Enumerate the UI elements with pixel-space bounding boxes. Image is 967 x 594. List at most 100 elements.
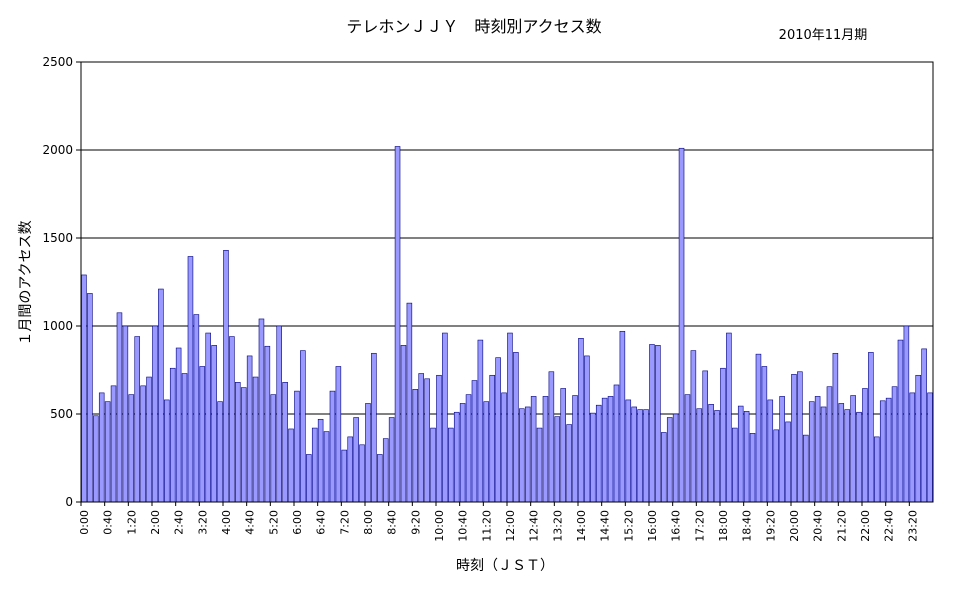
y-axis-label: １月間のアクセス数 [18, 220, 34, 345]
bar [406, 302, 413, 503]
bar [708, 404, 714, 503]
bar [868, 352, 874, 503]
x-tick-label: 21:20 [835, 510, 848, 542]
bar [122, 325, 129, 503]
bar [448, 427, 454, 503]
bar [264, 345, 271, 503]
bar [554, 416, 561, 503]
bar [643, 409, 649, 503]
bar [110, 385, 117, 503]
x-tick-label: 12:00 [504, 510, 517, 542]
bar [672, 413, 679, 503]
x-tick-label: 20:00 [788, 510, 801, 542]
bar [619, 330, 626, 503]
bar [365, 403, 371, 503]
x-tick-label: 22:40 [883, 510, 896, 542]
bar [169, 367, 176, 503]
x-tick-label: 2:00 [149, 510, 162, 535]
bar [93, 415, 99, 503]
bar [371, 352, 377, 503]
bar [477, 339, 484, 503]
bar [530, 396, 537, 503]
bar [797, 371, 803, 503]
bar [311, 427, 318, 503]
bar [158, 288, 164, 503]
bar [270, 394, 277, 503]
bar [394, 146, 401, 503]
y-tick-label: 500 [50, 407, 73, 421]
bar [607, 396, 614, 503]
bar [258, 318, 265, 503]
y-tick-label: 2500 [42, 55, 73, 69]
bar [826, 386, 833, 503]
bar [921, 348, 927, 503]
bar [891, 386, 898, 503]
x-tick-label: 14:00 [575, 510, 588, 542]
bar [483, 401, 490, 503]
bar [625, 399, 632, 503]
x-tick-label: 18:00 [717, 510, 730, 542]
bar [116, 312, 123, 503]
x-tick-label: 22:00 [859, 510, 872, 542]
bar [655, 345, 661, 503]
bar [808, 401, 815, 503]
bar [87, 293, 93, 503]
bar [341, 449, 348, 503]
bar [442, 332, 448, 503]
bar [353, 417, 359, 503]
bar [749, 433, 756, 503]
bar [459, 403, 466, 503]
bar [524, 406, 531, 503]
bar [146, 376, 152, 503]
bar [317, 418, 324, 503]
bar [885, 397, 892, 503]
x-tick-label: 13:20 [551, 510, 564, 542]
bar [187, 256, 194, 503]
bar [81, 274, 87, 503]
bar [128, 394, 135, 503]
bar [832, 352, 839, 503]
x-tick-label: 9:20 [409, 510, 422, 535]
bar [696, 408, 703, 503]
x-tick-label: 23:20 [906, 510, 919, 542]
bar [252, 376, 259, 503]
bar [844, 409, 850, 503]
bar [590, 412, 596, 503]
bar [471, 380, 478, 503]
bar [548, 371, 555, 503]
x-tick-label: 4:00 [220, 510, 233, 535]
bar [489, 374, 495, 503]
bar [388, 417, 395, 503]
bar [779, 396, 785, 503]
bar [211, 345, 217, 503]
bar [791, 374, 797, 503]
bar [465, 394, 472, 503]
bar [501, 392, 507, 503]
bar [98, 392, 105, 503]
bar [803, 434, 809, 503]
bar [323, 431, 330, 503]
x-tick-label: 15:20 [622, 510, 635, 542]
bar [453, 411, 460, 503]
bar [838, 403, 845, 503]
x-tick-label: 7:20 [338, 510, 351, 535]
x-tick-label: 18:40 [741, 510, 754, 542]
bar [702, 370, 708, 503]
bar [927, 392, 933, 503]
x-tick-label: 17:20 [693, 510, 706, 542]
bar [306, 454, 312, 503]
chart-title: テレホンＪＪＹ 時刻別アクセス数 [346, 17, 601, 36]
bar [542, 396, 549, 503]
bar [684, 394, 691, 503]
chart-period-label: 2010年11月期 [779, 28, 868, 43]
bar [347, 436, 353, 503]
bar [223, 250, 229, 503]
bar [246, 355, 253, 503]
bar [519, 408, 525, 503]
bar [631, 406, 637, 503]
bar [300, 350, 306, 503]
bar [761, 366, 768, 503]
bar [400, 345, 407, 503]
